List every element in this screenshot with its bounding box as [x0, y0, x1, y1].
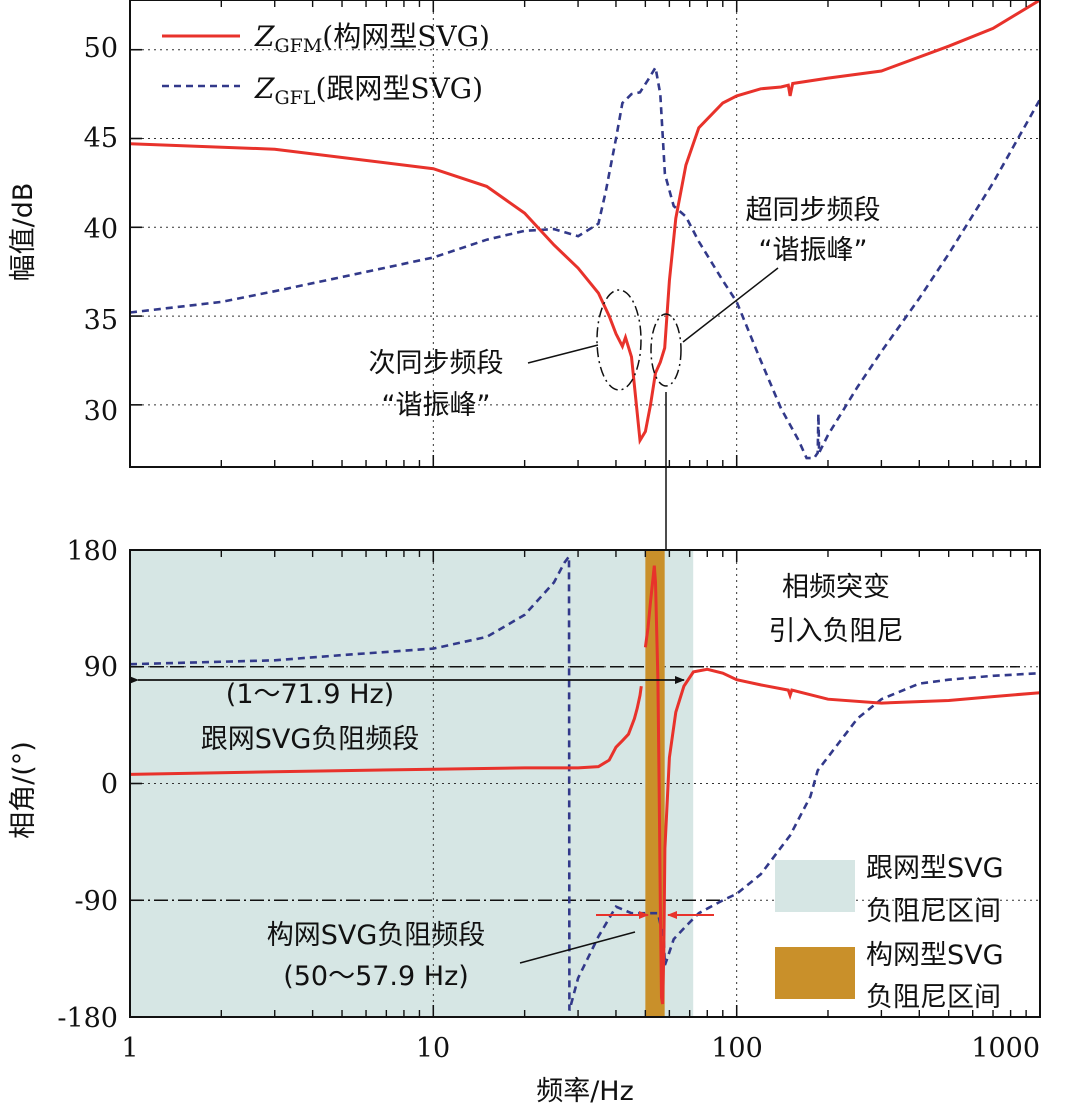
annotation-gfl-range: (1～71.9 Hz) 跟网SVG负阻频段 — [129, 676, 685, 755]
phase-y-tick-label: -90 — [75, 886, 118, 917]
supersync-ellipse — [650, 313, 682, 387]
supersync-label-2: “谐振峰” — [759, 235, 868, 266]
mag-y-tick-label: 35 — [84, 305, 118, 336]
mag-y-tick-label: 30 — [84, 396, 118, 427]
annotation-supersync: 超同步频段 “谐振峰” — [650, 195, 881, 387]
x-tick-label: 1000 — [971, 1033, 1040, 1064]
phase-y-tick-labels: -180 -90 0 90 180 — [57, 536, 118, 1034]
phase-y-axis-label: 相角/(°) — [8, 741, 39, 839]
legend: ZGFM(构网型SVG) ZGFL(跟网型SVG) — [162, 20, 490, 109]
supersync-label-1: 超同步频段 — [746, 195, 881, 226]
annotation-subsync: 次同步频段 “谐振峰” — [369, 289, 642, 421]
band-legend-swatch-gfm — [775, 947, 855, 999]
band-legend: 跟网型SVG 负阻尼区间 构网型SVG 负阻尼区间 — [775, 853, 1004, 1013]
magnitude-panel: 30 35 40 45 50 幅值/dB ZGFM(构网型SVG) ZGFL(跟… — [8, 0, 1041, 468]
x-tick-label: 1 — [121, 1033, 138, 1064]
subsync-leader — [527, 344, 599, 364]
phase-line-gfl — [130, 552, 1040, 1011]
annotation-phase-jump: 相频突变 引入负阻尼 — [769, 572, 904, 647]
phase-panel: -180 -90 0 90 180 相角/(°) 1 10 100 1000 频… — [8, 536, 1041, 1107]
x-axis-label: 频率/Hz — [536, 1076, 634, 1107]
x-tick-label: 100 — [711, 1033, 763, 1064]
band-legend-gfl-1: 跟网型SVG — [866, 853, 1004, 884]
band-legend-gfl-2: 负阻尼区间 — [866, 896, 1001, 927]
legend-entry-gfm: ZGFM(构网型SVG) — [254, 20, 490, 57]
phase-jump-label-1: 相频突变 — [782, 572, 890, 603]
gfm-range-label: (50～57.9 Hz) — [283, 961, 469, 992]
subsync-label-1: 次同步频段 — [369, 348, 504, 379]
phase-y-tick-label: -180 — [57, 1003, 118, 1034]
phase-line-gfm — [130, 565, 1040, 1005]
band-legend-gfm-1: 构网型SVG — [866, 940, 1004, 971]
magnitude-grid — [130, 0, 1040, 467]
magnitude-frame — [129, 0, 1041, 468]
phase-ticks — [129, 549, 1041, 1018]
gfl-band-label: 跟网SVG负阻频段 — [201, 724, 420, 755]
subsync-label-2: “谐振峰” — [382, 390, 491, 421]
gfl-range-label: (1～71.9 Hz) — [226, 679, 394, 710]
x-tick-label: 10 — [416, 1033, 450, 1064]
mag-y-tick-label: 40 — [84, 214, 118, 245]
subsync-ellipse — [596, 289, 642, 391]
band-legend-swatch-gfl — [775, 860, 855, 912]
magnitude-line-gfl — [130, 63, 1040, 460]
phase-y-tick-label: 180 — [66, 536, 118, 567]
gfm-band-label: 构网SVG负阻频段 — [267, 920, 486, 951]
magnitude-ticks — [129, 0, 1041, 467]
gfm-leader — [519, 931, 636, 964]
x-tick-labels: 1 10 100 1000 — [121, 1033, 1040, 1064]
magnitude-y-axis-label: 幅值/dB — [8, 183, 39, 282]
band-legend-gfm-2: 负阻尼区间 — [866, 982, 1001, 1013]
phase-jump-label-2: 引入负阻尼 — [769, 616, 904, 647]
annotation-gfm-range: 构网SVG负阻频段 (50～57.9 Hz) — [267, 911, 714, 992]
magnitude-line-gfm — [130, 0, 1040, 446]
mag-y-tick-label: 50 — [84, 33, 118, 64]
magnitude-y-tick-labels: 30 35 40 45 50 — [84, 33, 118, 427]
phase-y-tick-label: 90 — [84, 652, 118, 683]
legend-entry-gfl: ZGFL(跟网型SVG) — [254, 72, 483, 109]
supersync-leader — [682, 267, 779, 343]
phase-y-tick-label: 0 — [101, 769, 118, 800]
mag-y-tick-label: 45 — [84, 123, 118, 154]
